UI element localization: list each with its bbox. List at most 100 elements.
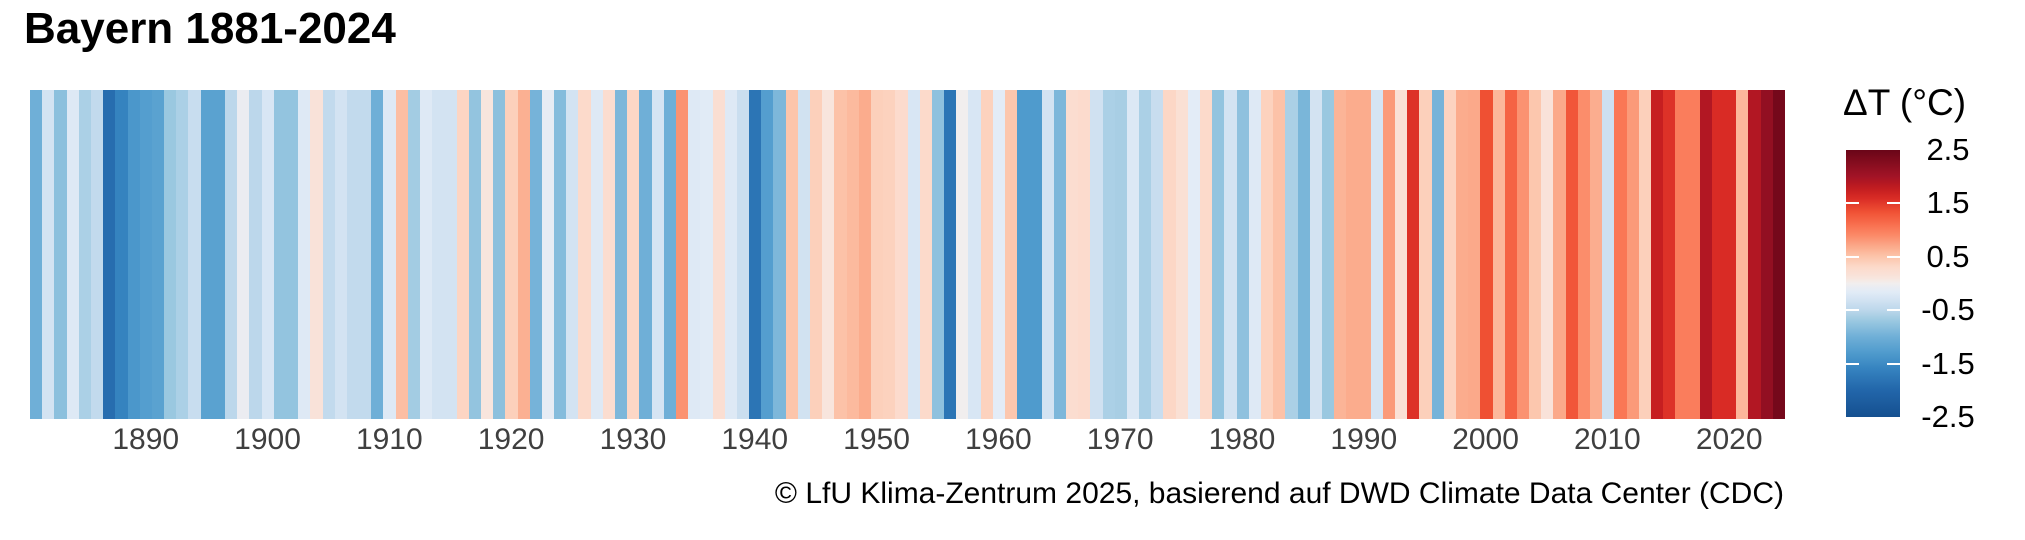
- year-stripe-1904: [310, 90, 323, 419]
- year-stripe-1900: [261, 90, 274, 419]
- x-tick-label-1900: 1900: [234, 423, 301, 456]
- year-stripe-1898: [237, 90, 250, 419]
- x-tick-label-1930: 1930: [599, 423, 667, 456]
- year-stripe-1996: [1431, 90, 1444, 419]
- x-tick-label-1890: 1890: [112, 423, 180, 456]
- year-stripe-2013: [1638, 90, 1651, 419]
- year-stripe-1882: [42, 90, 55, 419]
- year-stripe-2002: [1504, 90, 1517, 419]
- year-stripe-1964: [1041, 90, 1054, 419]
- year-stripe-2004: [1529, 90, 1542, 419]
- colorbar-tick-mark: [1846, 309, 1859, 312]
- year-stripe-2015: [1663, 90, 1676, 419]
- year-stripe-1984: [1285, 90, 1298, 419]
- year-stripe-1983: [1273, 90, 1286, 419]
- year-stripe-1956: [944, 90, 957, 419]
- x-tick-label-1920: 1920: [477, 423, 545, 456]
- year-stripe-1934: [675, 90, 689, 419]
- year-stripe-1915: [444, 90, 457, 419]
- year-stripe-1941: [761, 90, 774, 419]
- year-stripe-1977: [1200, 90, 1213, 419]
- year-stripe-1948: [846, 90, 859, 419]
- year-stripe-1958: [968, 90, 981, 419]
- year-stripe-2016: [1675, 90, 1688, 419]
- year-stripe-1991: [1370, 90, 1383, 419]
- year-stripe-1906: [334, 90, 347, 419]
- year-stripe-1913: [420, 90, 433, 419]
- year-stripe-1911: [395, 90, 408, 419]
- year-stripe-1883: [54, 90, 67, 419]
- year-stripe-1939: [736, 90, 750, 419]
- x-tick-label-1940: 1940: [721, 423, 789, 456]
- year-stripe-1896: [212, 90, 225, 419]
- year-stripe-1974: [1163, 90, 1176, 419]
- year-stripe-1918: [480, 90, 494, 419]
- year-stripe-1899: [249, 90, 262, 419]
- year-stripe-1923: [541, 90, 555, 419]
- year-stripe-1957: [956, 90, 969, 419]
- colorbar-label-2.5: 2.5: [1926, 132, 1970, 167]
- year-stripe-1930: [627, 90, 640, 419]
- year-stripe-2001: [1492, 90, 1505, 419]
- year-stripe-1986: [1309, 90, 1322, 419]
- year-stripe-2017: [1687, 90, 1700, 419]
- colorbar-label--2.5: -2.5: [1921, 399, 1975, 434]
- year-stripe-1925: [566, 90, 579, 419]
- year-stripe-1907: [346, 90, 360, 419]
- chart-title: Bayern 1881-2024: [24, 4, 396, 53]
- year-stripe-2023: [1760, 90, 1773, 419]
- year-stripe-1888: [115, 90, 128, 419]
- year-stripe-1950: [870, 90, 884, 419]
- year-stripe-1997: [1443, 90, 1456, 419]
- year-stripe-1933: [663, 90, 676, 419]
- x-tick-label-1950: 1950: [843, 423, 910, 456]
- year-stripe-1990: [1358, 90, 1371, 419]
- year-stripe-1946: [822, 90, 835, 419]
- x-tick-label-2020: 2020: [1695, 423, 1763, 456]
- year-stripe-1922: [529, 90, 542, 419]
- year-stripe-1976: [1187, 90, 1200, 419]
- year-stripe-1938: [724, 90, 737, 419]
- year-stripe-1917: [468, 90, 481, 419]
- x-tick-label-1970: 1970: [1086, 423, 1154, 456]
- colorbar-tick-mark: [1846, 255, 1859, 258]
- legend-title: ΔT (°C): [1843, 82, 1967, 123]
- year-stripe-1920: [505, 90, 518, 419]
- year-stripe-1916: [456, 90, 469, 419]
- year-stripe-2010: [1602, 90, 1615, 419]
- year-stripe-1998: [1455, 90, 1469, 419]
- year-stripe-1895: [200, 90, 213, 419]
- year-stripe-1970: [1114, 90, 1127, 419]
- year-stripe-1910: [383, 90, 396, 419]
- year-stripe-1972: [1139, 90, 1152, 419]
- colorbar-label-0.5: 0.5: [1926, 238, 1970, 274]
- year-stripe-1971: [1126, 90, 1140, 419]
- year-stripe-1973: [1151, 90, 1164, 419]
- colorbar-tick-mark: [1887, 309, 1900, 312]
- year-stripe-1999: [1468, 90, 1481, 419]
- source-caption: © LfU Klima-Zentrum 2025, basierend auf …: [774, 477, 1784, 510]
- year-stripe-1965: [1053, 90, 1066, 419]
- stripes-plot-area: [30, 90, 1785, 419]
- year-stripe-1921: [517, 90, 530, 419]
- colorbar-label-1.5: 1.5: [1926, 185, 1970, 221]
- year-stripe-2019: [1711, 90, 1725, 419]
- year-stripe-1935: [688, 90, 701, 419]
- year-stripe-1942: [773, 90, 786, 419]
- year-stripe-1931: [639, 90, 652, 419]
- year-stripe-1884: [66, 90, 79, 419]
- year-stripe-1889: [127, 90, 140, 419]
- year-stripe-1924: [554, 90, 567, 419]
- year-stripe-1902: [285, 90, 299, 419]
- colorbar-label--0.5: -0.5: [1921, 292, 1975, 328]
- year-stripe-1945: [810, 90, 823, 419]
- colorbar-tick-mark: [1887, 362, 1900, 365]
- year-stripe-1995: [1419, 90, 1432, 419]
- year-stripe-2006: [1553, 90, 1566, 419]
- year-stripe-2020: [1724, 90, 1737, 419]
- x-tick-label-1910: 1910: [355, 423, 423, 456]
- x-tick-label-1990: 1990: [1330, 423, 1398, 456]
- year-stripe-1927: [590, 90, 603, 419]
- year-stripe-1947: [834, 90, 847, 419]
- year-stripe-2005: [1541, 90, 1554, 419]
